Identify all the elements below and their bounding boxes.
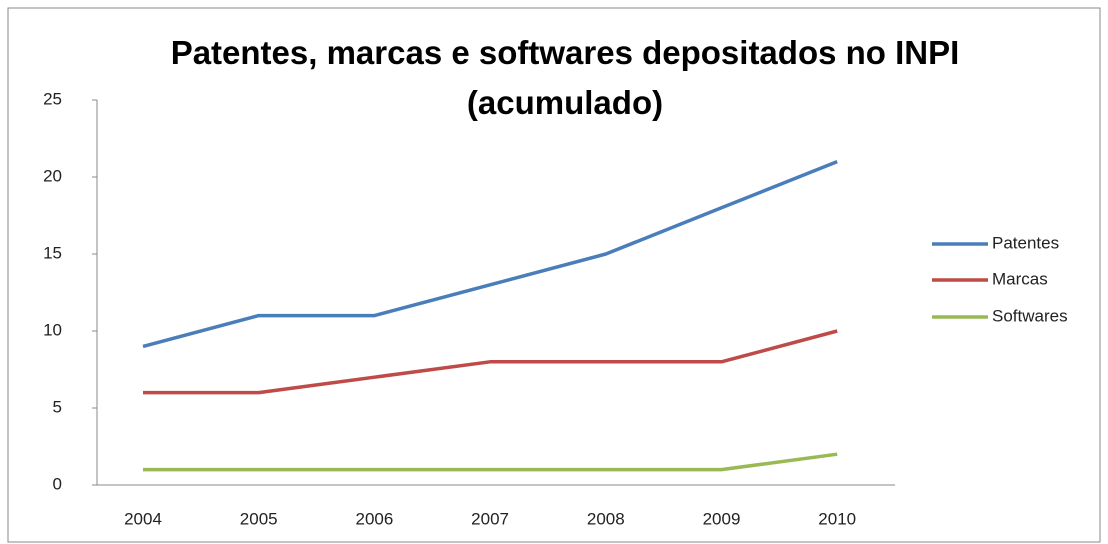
y-tick-label: 20: [43, 166, 62, 185]
legend-label: Softwares: [992, 306, 1068, 325]
x-tick-label: 2010: [818, 509, 856, 528]
legend-label: Patentes: [992, 233, 1059, 252]
chart-title: Patentes, marcas e softwares depositados…: [170, 34, 960, 121]
x-tick-label: 2006: [355, 509, 393, 528]
y-tick-label: 25: [43, 89, 62, 108]
y-tick-label: 0: [53, 474, 62, 493]
series-line: [143, 329, 838, 395]
x-tick-label: 2005: [240, 509, 278, 528]
x-tick-label: 2004: [124, 509, 162, 528]
chart-frame: [7, 7, 1101, 543]
x-tick-label: 2008: [587, 509, 625, 528]
x-tick-label: 2007: [471, 509, 509, 528]
legend-label: Marcas: [992, 269, 1048, 288]
series-line: [143, 452, 838, 472]
y-tick-label: 15: [43, 243, 62, 262]
series-line: [142, 159, 838, 349]
y-tick-label: 5: [53, 397, 62, 416]
x-tick-label: 2009: [703, 509, 741, 528]
y-tick-label: 10: [43, 320, 62, 339]
